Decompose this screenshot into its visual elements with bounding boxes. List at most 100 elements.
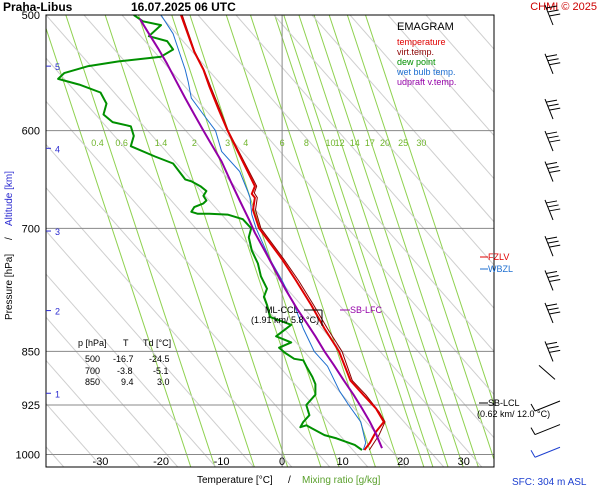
surface-elevation: SFC: 304 m ASL: [512, 477, 587, 488]
sb-lfc-label: SB-LFC: [350, 305, 383, 315]
wind-barb-flag: [530, 403, 536, 412]
mixing-ratio-line: [346, 15, 494, 462]
wind-barb-feather: [545, 303, 558, 307]
mixing-ratio-label: 17: [365, 138, 375, 148]
wind-barb-flag: [530, 427, 536, 435]
mixing-ratio-label: 25: [398, 138, 408, 148]
wind-barb: [544, 53, 561, 74]
wind-barb-feather: [545, 99, 558, 103]
y-axis-title-separator: /: [4, 237, 15, 240]
dry-adiabat-line: [578, 15, 600, 467]
wind-barb-feather: [547, 240, 559, 244]
altitude-tick-label: 5: [55, 62, 60, 72]
altitude-tick-label: 1: [55, 389, 60, 399]
mixing-ratio-label: 8: [304, 138, 309, 148]
x-axis-title-separator: /: [288, 475, 291, 486]
mixing-ratio-label: 6: [280, 138, 285, 148]
altitude-tick-label: 4: [55, 144, 60, 154]
dry-adiabat-line: [121, 15, 494, 439]
wind-barb: [544, 130, 561, 152]
altitude-tick-label: 3: [55, 227, 60, 237]
legend-dew-point: dew point: [397, 57, 436, 67]
dry-adiabat-line: [46, 15, 445, 467]
annotations: FZLV WBZL ML-CCL (1.91 km/ 5.8 °C) SB-LF…: [251, 252, 550, 419]
sb-lcl-label: SB-LCL: [488, 398, 520, 408]
wind-barb-feather: [545, 200, 558, 204]
dry-adiabat-line: [235, 15, 494, 309]
wind-barb: [530, 424, 561, 436]
dry-adiabat-line: [159, 15, 494, 396]
legend: EMAGRAM temperature virt.temp. dew point…: [396, 21, 456, 87]
wind-barb-staff: [534, 424, 561, 436]
temperature-axis: -30 -20 -10 0 10 20 30: [93, 456, 470, 468]
mixing-ratio-label: 0.6: [115, 138, 128, 148]
wind-barb-feather: [549, 349, 561, 353]
wind-barb-flag: [530, 450, 536, 458]
legend-wet-bulb: wet bulb temp.: [396, 67, 456, 77]
pressure-tick-label: 1000: [16, 449, 40, 461]
wind-barb-feather: [547, 274, 559, 278]
dry-adiabat-line: [46, 100, 369, 467]
wind-barb: [544, 235, 561, 257]
sounding-datetime: 16.07.2025 06 UTC: [131, 0, 236, 14]
mixing-ratio-line: [249, 15, 401, 467]
dry-adiabat-line: [46, 186, 293, 467]
temperature-tick-label: 20: [397, 456, 409, 468]
wind-barb-feather: [549, 311, 561, 315]
mixing-ratio-line: [171, 15, 322, 467]
wind-barb-staff: [538, 365, 556, 380]
wind-barb-feather: [549, 170, 561, 173]
wind-barb-feather: [547, 58, 559, 62]
temperature-tick-label: 0: [279, 456, 285, 468]
table-row-850-td: 3.0: [157, 377, 170, 387]
wind-barb-feather: [549, 208, 561, 212]
wind-barb-feather: [549, 13, 561, 17]
wind-barb: [544, 270, 561, 291]
table-row-700-td: -5.1: [153, 366, 169, 376]
temperature-line: [180, 15, 385, 451]
plot-frame: [45, 14, 495, 468]
station-name: Praha-Libus: [3, 0, 73, 14]
y-axis-title-altitude: Altitude [km]: [4, 171, 15, 226]
wind-barb: [538, 365, 556, 380]
y-axis-title-pressure: Pressure [hPa]: [4, 254, 15, 320]
virtual-temperature-line: [181, 15, 386, 451]
wind-barb-feather: [547, 9, 559, 13]
mixing-ratio-label: 4: [243, 138, 248, 148]
pressure-tick-label: 850: [22, 346, 40, 358]
wet-bulb-line: [160, 15, 367, 451]
legend-virt-temp: virt.temp.: [397, 47, 434, 57]
temperature-tick-label: -10: [214, 456, 230, 468]
mixing-ratio-line: [298, 15, 449, 467]
mixing-ratio-line: [365, 15, 494, 406]
dry-adiabat-line: [425, 15, 494, 94]
wbzl-label: WBZL: [488, 264, 513, 274]
mixing-ratio-label: 2: [192, 138, 197, 148]
temperature-tick-label: 10: [337, 456, 349, 468]
dry-adiabat-line: [83, 15, 483, 467]
pressure-axis: 500 600 700 850 925 1000: [16, 10, 40, 461]
wind-barb-feather: [547, 204, 559, 208]
mixing-ratio-line: [65, 15, 216, 467]
mixing-ratio-line: [313, 15, 464, 467]
dry-adiabat-lines: [46, 15, 600, 467]
dry-adiabat-line: [46, 143, 331, 467]
table-row-500-t: -16.7: [113, 354, 134, 364]
dry-adiabat-line: [46, 57, 407, 467]
wind-barb-feather: [547, 166, 559, 169]
dry-adiabat-line: [46, 402, 103, 467]
mixing-ratio-line: [189, 15, 340, 467]
wind-barb: [544, 98, 561, 120]
wind-barb-feather: [547, 307, 559, 311]
wind-barb-feather: [545, 270, 558, 274]
fzlv-label: FZLV: [488, 252, 509, 262]
mixing-ratio-label: 10: [326, 138, 336, 148]
mixing-ratio-line: [104, 15, 255, 467]
wind-barb: [530, 400, 561, 412]
altitude-tick-label: 2: [55, 307, 60, 317]
wind-barb-feather: [547, 103, 559, 107]
dew-point-line: [57, 15, 363, 451]
dry-adiabat-line: [46, 359, 141, 467]
dry-adiabat-line: [387, 15, 494, 137]
